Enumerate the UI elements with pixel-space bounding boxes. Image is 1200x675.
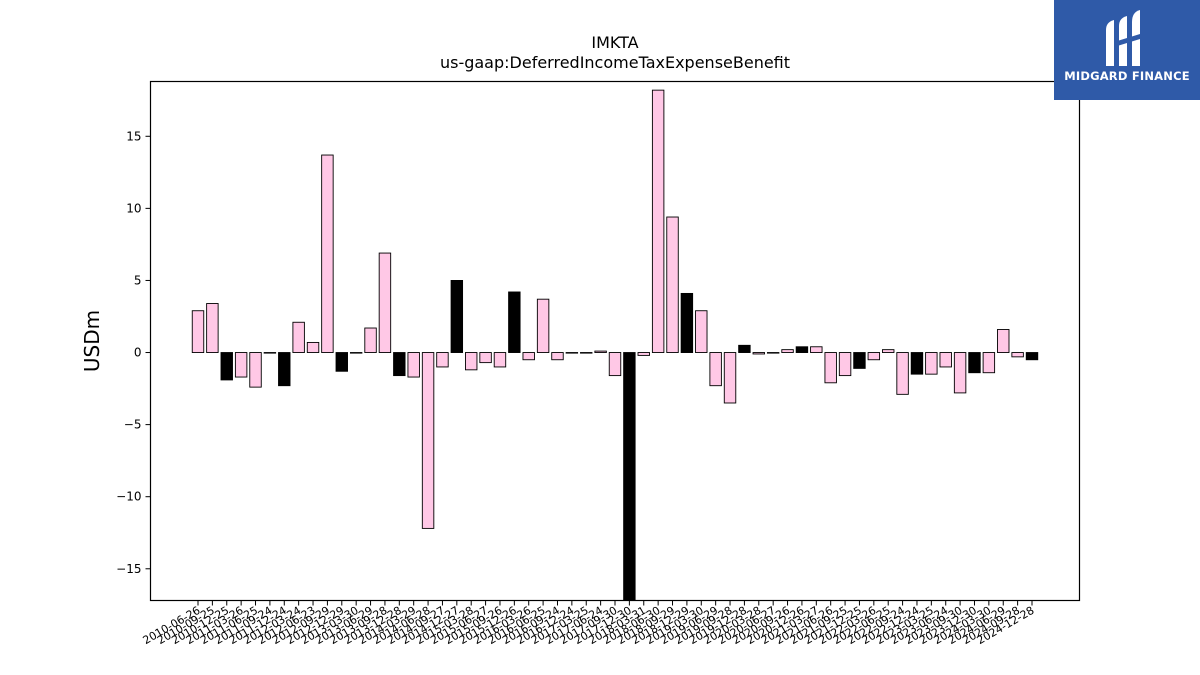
bar <box>623 352 636 601</box>
bar <box>680 292 694 353</box>
bar <box>723 352 737 404</box>
bar <box>968 352 981 374</box>
bar <box>465 352 478 371</box>
bar <box>752 352 765 355</box>
bar <box>1011 352 1024 358</box>
bar <box>666 216 679 353</box>
bar <box>191 310 205 353</box>
plot-frame <box>149 80 1081 602</box>
bar <box>335 352 348 372</box>
bar <box>608 352 622 377</box>
y-tick-label: −10 <box>116 490 141 504</box>
bar <box>939 352 952 368</box>
bar <box>292 321 305 353</box>
bar <box>450 280 464 353</box>
y-axis-label: USDm <box>80 310 104 372</box>
y-tick-label: 0 <box>134 346 142 360</box>
bars-group <box>191 89 1039 601</box>
midgard-logo-icon <box>1106 10 1140 66</box>
bar <box>278 352 291 387</box>
bar <box>407 352 420 378</box>
bar <box>220 352 233 381</box>
bar <box>249 352 262 388</box>
y-tick-label: 15 <box>126 129 141 143</box>
bar <box>695 310 708 353</box>
bar <box>738 344 751 353</box>
bar <box>925 352 938 375</box>
x-ticks-group: 2010-06-262010-09-252010-12-252011-03-26… <box>141 600 1037 647</box>
bar <box>421 352 435 529</box>
bar <box>795 346 809 353</box>
bar <box>896 352 909 395</box>
bar <box>709 352 722 387</box>
y-ticks-group: −15 −10 −5 0 5 10 15 <box>116 129 151 576</box>
brand-logo: MIDGARD FINANCE <box>1054 0 1200 100</box>
bar <box>982 352 996 374</box>
bar <box>493 352 507 368</box>
bar <box>997 329 1010 353</box>
bar <box>551 352 564 361</box>
bar <box>910 352 924 375</box>
bar <box>882 349 895 353</box>
bar <box>810 346 823 353</box>
bar <box>321 154 334 353</box>
bar <box>364 327 377 353</box>
bar <box>1025 352 1039 361</box>
y-tick-label: 5 <box>134 273 142 287</box>
bar <box>306 341 320 353</box>
bar <box>378 252 392 353</box>
y-tick-label: 10 <box>126 201 141 215</box>
bar <box>637 352 650 356</box>
bar <box>393 352 406 377</box>
bar <box>953 352 967 394</box>
bar <box>522 352 535 361</box>
bar <box>867 352 881 361</box>
chart-title: IMKTA <box>591 33 638 52</box>
bar <box>536 298 550 353</box>
bar <box>838 352 852 377</box>
bar <box>853 352 866 369</box>
bar <box>479 352 492 364</box>
bar <box>651 89 665 353</box>
bar <box>594 350 607 353</box>
bar <box>824 352 837 384</box>
y-tick-label: −15 <box>116 562 141 576</box>
bar <box>565 352 579 354</box>
bar <box>349 352 363 354</box>
bar <box>766 352 780 354</box>
bar <box>580 352 593 354</box>
bar <box>263 352 277 354</box>
chart-subtitle: us-gaap:DeferredIncomeTaxExpenseBenefit <box>440 53 790 72</box>
bar <box>234 352 248 378</box>
y-tick-label: −5 <box>124 418 142 432</box>
bar <box>508 291 521 353</box>
bar <box>206 303 219 353</box>
bar <box>781 349 794 353</box>
bar <box>436 352 449 368</box>
brand-name: MIDGARD FINANCE <box>1064 69 1190 83</box>
